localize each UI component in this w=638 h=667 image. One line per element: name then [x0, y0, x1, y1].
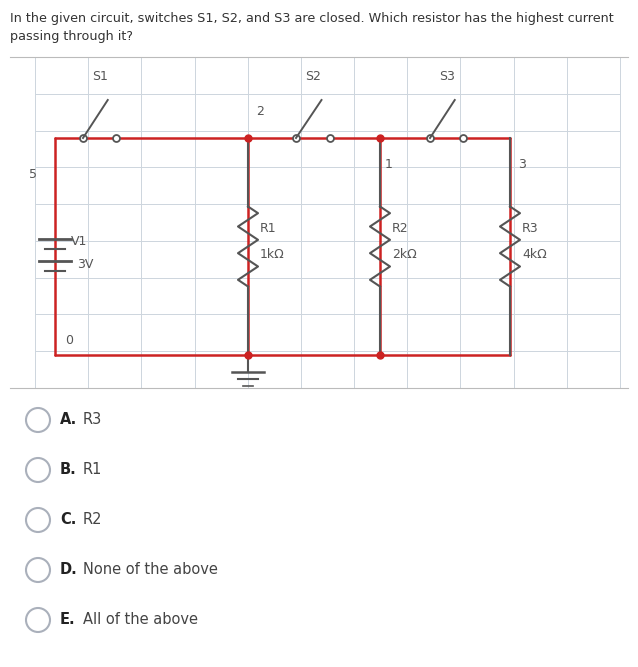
Text: R1: R1	[83, 462, 102, 478]
Text: 3: 3	[518, 158, 526, 171]
Text: In the given circuit, switches S1, S2, and S3 are closed. Which resistor has the: In the given circuit, switches S1, S2, a…	[10, 12, 614, 25]
Text: E.: E.	[60, 612, 76, 628]
Text: 1kΩ: 1kΩ	[260, 248, 285, 261]
Text: R3: R3	[83, 412, 102, 428]
Text: A.: A.	[60, 412, 77, 428]
Text: R3: R3	[522, 222, 538, 235]
Text: S1: S1	[92, 70, 108, 83]
Text: 1: 1	[385, 158, 393, 171]
Text: All of the above: All of the above	[83, 612, 198, 628]
Text: C.: C.	[60, 512, 77, 528]
Text: 4kΩ: 4kΩ	[522, 248, 547, 261]
Text: V1: V1	[71, 235, 87, 248]
Text: 3V: 3V	[77, 258, 93, 271]
Text: D.: D.	[60, 562, 78, 578]
Text: S2: S2	[305, 70, 321, 83]
Text: 5: 5	[29, 168, 37, 181]
Text: passing through it?: passing through it?	[10, 30, 133, 43]
Text: 2: 2	[256, 105, 264, 118]
Text: 0: 0	[65, 334, 73, 347]
Text: None of the above: None of the above	[83, 562, 218, 578]
Text: R2: R2	[83, 512, 103, 528]
Text: B.: B.	[60, 462, 77, 478]
Text: R1: R1	[260, 222, 277, 235]
Text: S3: S3	[439, 70, 455, 83]
Text: R2: R2	[392, 222, 408, 235]
Text: 2kΩ: 2kΩ	[392, 248, 417, 261]
